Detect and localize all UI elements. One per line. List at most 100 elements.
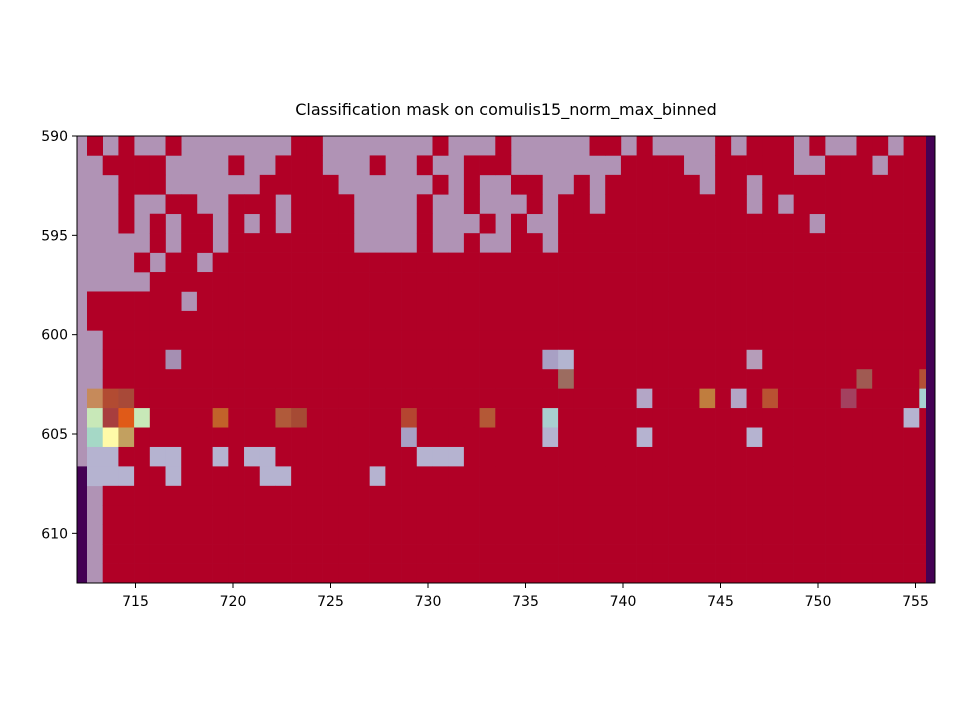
heatmap-cell [636, 524, 653, 545]
heatmap-cell [165, 408, 182, 428]
heatmap-cell [730, 524, 747, 545]
heatmap-cell [683, 563, 700, 584]
heatmap-cell [699, 233, 716, 253]
heatmap-cell [463, 524, 480, 545]
heatmap-cell [275, 446, 292, 467]
heatmap-cell [589, 252, 606, 273]
heatmap-cell [196, 485, 213, 506]
heatmap-cell [793, 213, 810, 234]
heatmap-cell [134, 485, 151, 506]
heatmap-cell [432, 174, 449, 195]
heatmap-cell [573, 291, 590, 312]
heatmap-cell [699, 485, 716, 506]
heatmap-cell [903, 136, 920, 156]
heatmap-cell [840, 330, 857, 351]
x-tick-label: 725 [317, 594, 344, 610]
heatmap-cell [825, 485, 842, 506]
heatmap-cell [212, 349, 229, 370]
heatmap-cell [652, 349, 669, 370]
heatmap-cell [244, 408, 261, 428]
heatmap-cell [793, 330, 810, 351]
heatmap-cell [746, 446, 763, 467]
heatmap-cell [291, 369, 308, 389]
heatmap-cell [495, 349, 512, 370]
heatmap-cell [495, 252, 512, 273]
heatmap-cell [872, 485, 889, 506]
heatmap-cell [463, 330, 480, 351]
heatmap-cell [636, 252, 653, 273]
heatmap-cell [385, 505, 402, 525]
heatmap-cell [291, 174, 308, 195]
heatmap-cell [526, 252, 543, 273]
heatmap-cell [353, 524, 370, 545]
heatmap-cell [715, 466, 732, 487]
heatmap-cell [825, 213, 842, 234]
heatmap-cell [746, 330, 763, 351]
heatmap-cell [479, 291, 496, 312]
heatmap-cell [652, 524, 669, 545]
heatmap-cell [463, 505, 480, 525]
heatmap-cell [385, 408, 402, 428]
heatmap-cell [526, 272, 543, 292]
heatmap-cell [872, 174, 889, 195]
heatmap-cell [699, 544, 716, 564]
heatmap-cell [432, 524, 449, 545]
heatmap-cell [777, 330, 794, 351]
heatmap-cell [87, 408, 103, 428]
heatmap-cell [558, 310, 575, 331]
heatmap-cell [291, 427, 308, 448]
heatmap-cell [620, 330, 637, 351]
heatmap-cell [463, 174, 480, 195]
heatmap-cell [134, 252, 151, 273]
heatmap-cell [448, 563, 465, 584]
heatmap-cell [291, 524, 308, 545]
heatmap-cell [636, 330, 653, 351]
heatmap-cell [87, 446, 103, 467]
heatmap-cell [322, 369, 339, 389]
heatmap-cell [699, 427, 716, 448]
heatmap-cell [856, 408, 873, 428]
heatmap-cell [291, 330, 308, 351]
heatmap-cell [306, 291, 323, 312]
heatmap-cell [683, 388, 700, 409]
heatmap-cell [636, 349, 653, 370]
heatmap-cell [385, 485, 402, 506]
heatmap-cell [511, 408, 527, 428]
heatmap-cell [149, 485, 166, 506]
heatmap-cell [511, 252, 527, 273]
heatmap-cell [212, 485, 229, 506]
heatmap-cell [730, 388, 747, 409]
heatmap-cell [777, 136, 794, 156]
heatmap-cell [448, 330, 465, 351]
heatmap-cell [511, 563, 527, 584]
heatmap-cell [228, 505, 245, 525]
heatmap-cell [212, 427, 229, 448]
heatmap-cell [762, 369, 779, 389]
heatmap-cell [856, 194, 873, 215]
heatmap-cell [652, 330, 669, 351]
heatmap-cell [715, 388, 732, 409]
heatmap-cell [715, 369, 732, 389]
heatmap-cell [746, 252, 763, 273]
heatmap-cell [903, 388, 920, 409]
heatmap-cell [165, 194, 182, 215]
heatmap-cell [165, 446, 182, 467]
heatmap-cell [652, 369, 669, 389]
heatmap-cell [762, 310, 779, 331]
heatmap-cell [322, 408, 339, 428]
heatmap-cell [809, 252, 826, 273]
heatmap-cell [636, 544, 653, 564]
heatmap-cell [87, 388, 103, 409]
heatmap-cell [777, 388, 794, 409]
heatmap-cell [259, 369, 276, 389]
heatmap-cell [558, 213, 575, 234]
heatmap-cell [730, 505, 747, 525]
heatmap-cell [762, 408, 779, 428]
heatmap-cell [369, 466, 386, 487]
heatmap-cell [636, 485, 653, 506]
heatmap-cell [872, 213, 889, 234]
heatmap-cell [102, 505, 119, 525]
heatmap-cell [668, 466, 685, 487]
heatmap-cell [416, 388, 433, 409]
heatmap-cell [887, 466, 904, 487]
